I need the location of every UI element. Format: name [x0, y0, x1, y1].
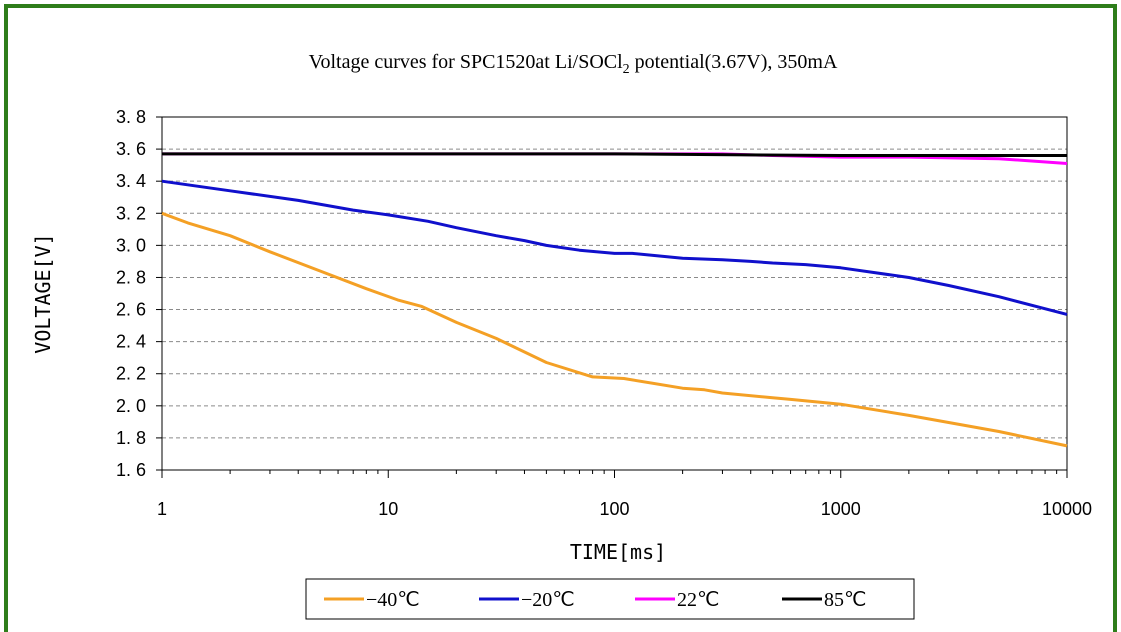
x-tick-label: 10000 [1042, 499, 1092, 519]
x-tick-label: 100 [599, 499, 629, 519]
chart-title-subscript: 2 [623, 62, 630, 77]
axes: 1. 6 1. 8 2. 0 2. 2 2. 4 2. 6 2. 8 3. 0 3. 2 3. 4… [116, 107, 1092, 519]
chart-title-main: Voltage curves for SPC1520at Li/SOCl [309, 51, 624, 73]
line-chart: 1. 6 1. 8 2. 0 2. 2 2. 4 2. 6 2. 8 3. 0 3. 2 3. 4… [31, 51, 1092, 620]
y-tick-label: 2. 8 [116, 267, 146, 287]
y-tick-label: 3. 0 [116, 235, 146, 255]
series-lines [161, 152, 1068, 448]
grid-lines [162, 148, 1067, 439]
y-tick-label: 3. 8 [116, 107, 146, 127]
legend-label-1: −40℃ [366, 589, 420, 611]
x-axis-title: TIME[ms] [570, 540, 666, 564]
x-tick-label: 10 [378, 499, 398, 519]
chart-title-rest: potential(3.67V), 350mA [630, 51, 838, 73]
plot-area [161, 116, 1068, 471]
legend: −40℃ −20℃ 22℃ 85℃ [305, 578, 915, 620]
y-tick-label: 1. 6 [116, 460, 146, 480]
y-tick-label: 3. 2 [116, 203, 146, 223]
legend-label-4: 85℃ [824, 589, 866, 611]
y-axis-title: VOLTAGE[V] [31, 233, 55, 353]
x-tick-label: 1000 [821, 499, 861, 519]
x-tick-label: 1 [157, 499, 167, 519]
chart-frame: 1. 6 1. 8 2. 0 2. 2 2. 4 2. 6 2. 8 3. 0 3. 2 3. 4… [4, 4, 1117, 632]
y-tick-label: 1. 8 [116, 428, 146, 448]
series-line-2 [161, 179, 1068, 316]
series-line-1 [161, 211, 1068, 448]
legend-label-2: −20℃ [521, 589, 575, 611]
y-tick-label: 2. 2 [116, 364, 146, 384]
y-tick-label: 2. 6 [116, 300, 146, 320]
y-tick-label: 2. 4 [116, 332, 146, 352]
y-tick-label: 2. 0 [116, 396, 146, 416]
legend-label-3: 22℃ [677, 589, 719, 611]
series-line-4 [162, 152, 1067, 157]
y-tick-label: 3. 4 [116, 171, 146, 191]
y-tick-label: 3. 6 [116, 139, 146, 159]
chart-title: Voltage curves for SPC1520at Li/SOCl2 po… [309, 51, 838, 77]
